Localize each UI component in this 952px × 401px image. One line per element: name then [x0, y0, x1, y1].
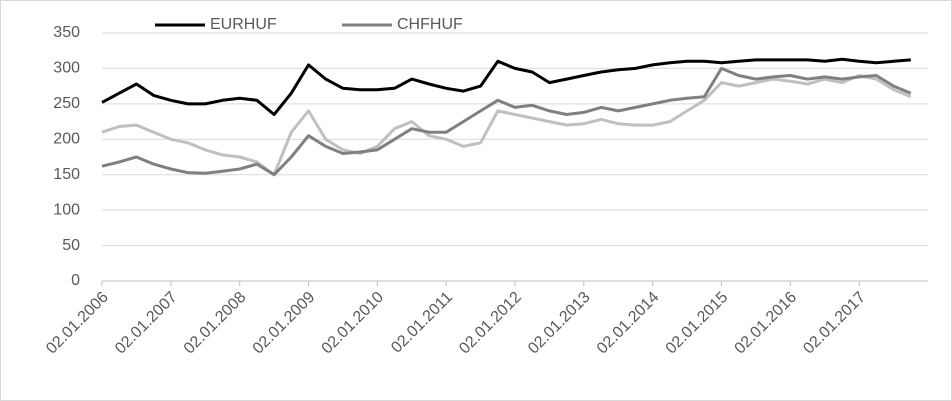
y-tick-label: 50 [62, 237, 80, 254]
legend-label: CHFHUF [397, 16, 463, 33]
y-tick-label: 100 [53, 201, 80, 218]
y-tick-label: 150 [53, 166, 80, 183]
series-line [101, 74, 912, 177]
y-tick-label: 200 [53, 131, 80, 148]
series-line [101, 66, 912, 177]
y-tick-label: 0 [71, 272, 80, 289]
legend-label: EURHUF [210, 16, 277, 33]
series-line [101, 57, 911, 116]
y-tick-label: 250 [53, 95, 80, 112]
y-tick-label: 300 [53, 60, 80, 77]
y-tick-label: 350 [53, 24, 80, 41]
